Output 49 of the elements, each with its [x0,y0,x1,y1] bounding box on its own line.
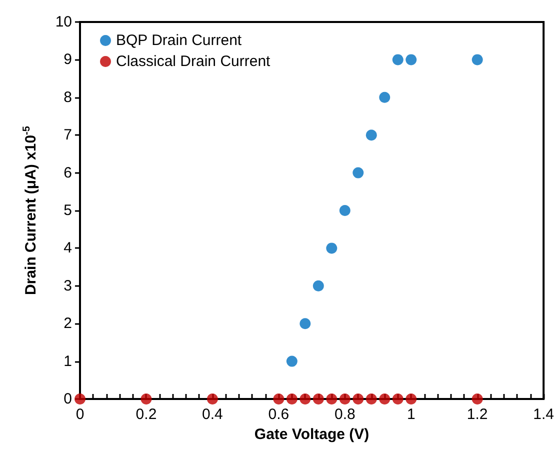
point [339,394,350,404]
y-tick-label: 3 [64,277,72,294]
point [286,394,298,404]
point [286,356,298,367]
point [472,394,483,404]
point [406,54,417,66]
y-tick-label: 8 [64,88,72,106]
legend-label: Classical Drain Current [116,53,272,70]
x-tick-label: 1.2 [466,406,488,423]
x-tick-label: 0.4 [202,406,223,423]
point [312,280,324,292]
point [392,54,404,66]
legend-label: BQP Drain Current [116,32,242,49]
point [352,394,364,404]
x-tick-label: 0.2 [136,406,157,423]
y-tick-label: 6 [64,164,72,182]
point [472,54,483,66]
point [392,394,404,404]
x-tick-label: 0.6 [268,406,290,423]
point [273,394,284,404]
point [379,92,390,103]
y-axis-title: Drain Current (μA) x10-5 [22,126,40,295]
x-tick-label: 1 [406,406,416,423]
point [300,318,311,330]
point [206,394,218,404]
point [326,394,338,404]
point [326,242,338,254]
y-tick-label: 10 [55,14,72,30]
point [366,394,377,404]
point [406,394,417,404]
y-tick-label: 4 [64,240,72,257]
point [312,394,324,404]
x-tick-label: 0 [76,406,84,423]
point [352,167,364,178]
point [140,394,152,404]
y-tick-label: 0 [64,390,72,408]
x-axis-title: Gate Voltage (V) [254,426,370,443]
x-tick-label: 0.8 [334,406,356,423]
y-tick-label: 7 [64,126,72,144]
point [300,394,311,404]
x-tick-label: 1.4 [533,406,554,423]
point [339,205,350,216]
point [366,130,377,141]
y-tick-label: 1 [64,352,72,370]
point [379,394,390,404]
point [74,394,86,404]
y-tick-label: 9 [64,51,72,68]
y-tick-label: 2 [64,315,72,332]
y-tick-label: 5 [64,202,72,219]
